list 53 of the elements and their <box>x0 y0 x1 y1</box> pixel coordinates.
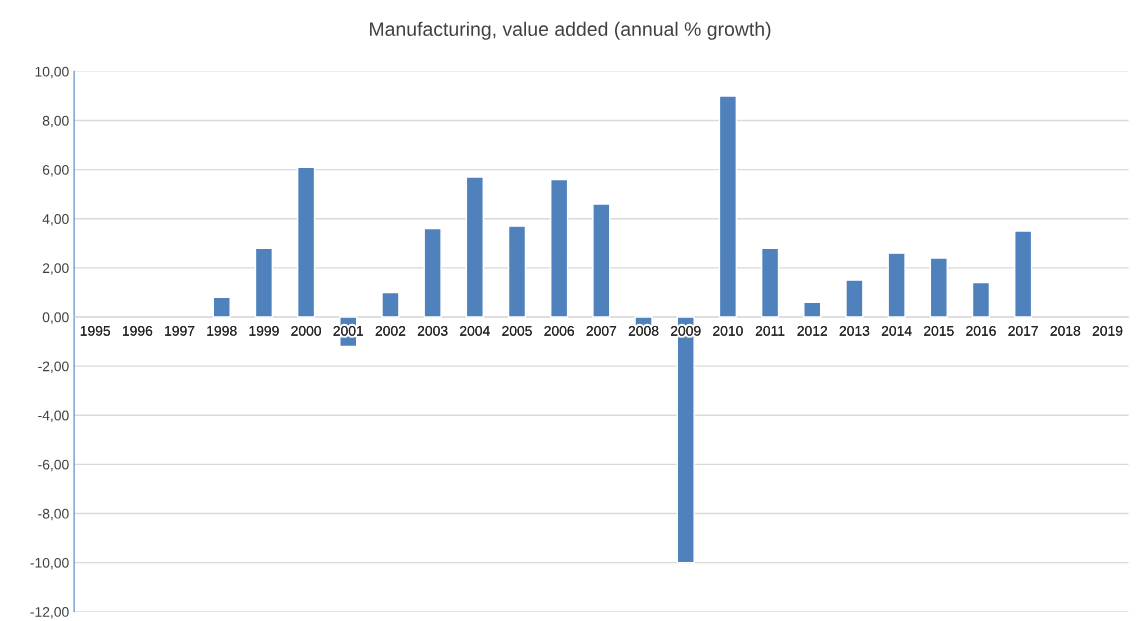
bar <box>423 227 442 318</box>
chart-title: Manufacturing, value added (annual % growth) <box>370 21 771 40</box>
bar <box>507 225 527 318</box>
bar <box>760 247 780 318</box>
x-tick-label: 2014 <box>881 325 912 336</box>
bar <box>929 257 948 318</box>
bar <box>296 166 316 318</box>
bar <box>465 176 484 318</box>
x-tick-label: 2011 <box>755 325 785 336</box>
bar <box>212 296 231 318</box>
y-tick-label: -10,00 <box>30 557 69 570</box>
x-tick-label: 2016 <box>966 325 996 336</box>
x-tick-label: 2018 <box>1050 325 1081 336</box>
y-tick-label: 2,00 <box>42 263 69 275</box>
x-tick-label: 1996 <box>122 325 153 336</box>
y-tick-label: -6,00 <box>38 459 69 472</box>
bar <box>971 281 991 318</box>
bar <box>887 252 906 318</box>
x-tick-label: 2010 <box>713 325 743 336</box>
x-tick-label: 1998 <box>207 325 237 336</box>
x-tick-label: 2007 <box>586 325 617 336</box>
x-tick-label: 2019 <box>1092 325 1123 336</box>
bar <box>592 203 611 318</box>
y-tick-label: -12,00 <box>30 607 69 619</box>
x-tick-label: 2015 <box>924 325 954 336</box>
y-tick-label: -8,00 <box>38 508 69 521</box>
y-tick-label: 6,00 <box>42 164 69 177</box>
y-tick-label: -4,00 <box>38 410 69 423</box>
x-tick-label: 2000 <box>291 325 321 336</box>
x-tick-label: 1999 <box>249 325 279 336</box>
y-tick-label: 4,00 <box>42 214 69 226</box>
bar <box>718 95 738 318</box>
bar <box>550 178 569 318</box>
x-tick-label: 2017 <box>1008 325 1038 336</box>
x-tick-label: 2005 <box>502 325 532 336</box>
bar <box>803 301 822 318</box>
x-tick-label: 2013 <box>839 325 870 336</box>
x-tick-label: 2006 <box>544 325 575 336</box>
y-tick-label: -2,00 <box>38 361 69 373</box>
bar <box>254 247 274 318</box>
x-tick-label: 1997 <box>165 325 195 336</box>
x-tick-label: 2004 <box>460 325 490 336</box>
x-tick-label: 2008 <box>628 325 659 336</box>
x-tick-label: 2003 <box>417 325 448 336</box>
x-tick-label: 1995 <box>80 325 111 336</box>
bar <box>1014 230 1033 318</box>
y-tick-label: 8,00 <box>42 115 69 128</box>
y-tick-label: 10,00 <box>35 66 69 79</box>
bar <box>381 291 400 318</box>
x-tick-label: 2002 <box>375 325 406 336</box>
y-tick-label: 0,00 <box>42 312 69 324</box>
bar <box>845 279 864 318</box>
x-tick-label: 2012 <box>797 325 827 336</box>
